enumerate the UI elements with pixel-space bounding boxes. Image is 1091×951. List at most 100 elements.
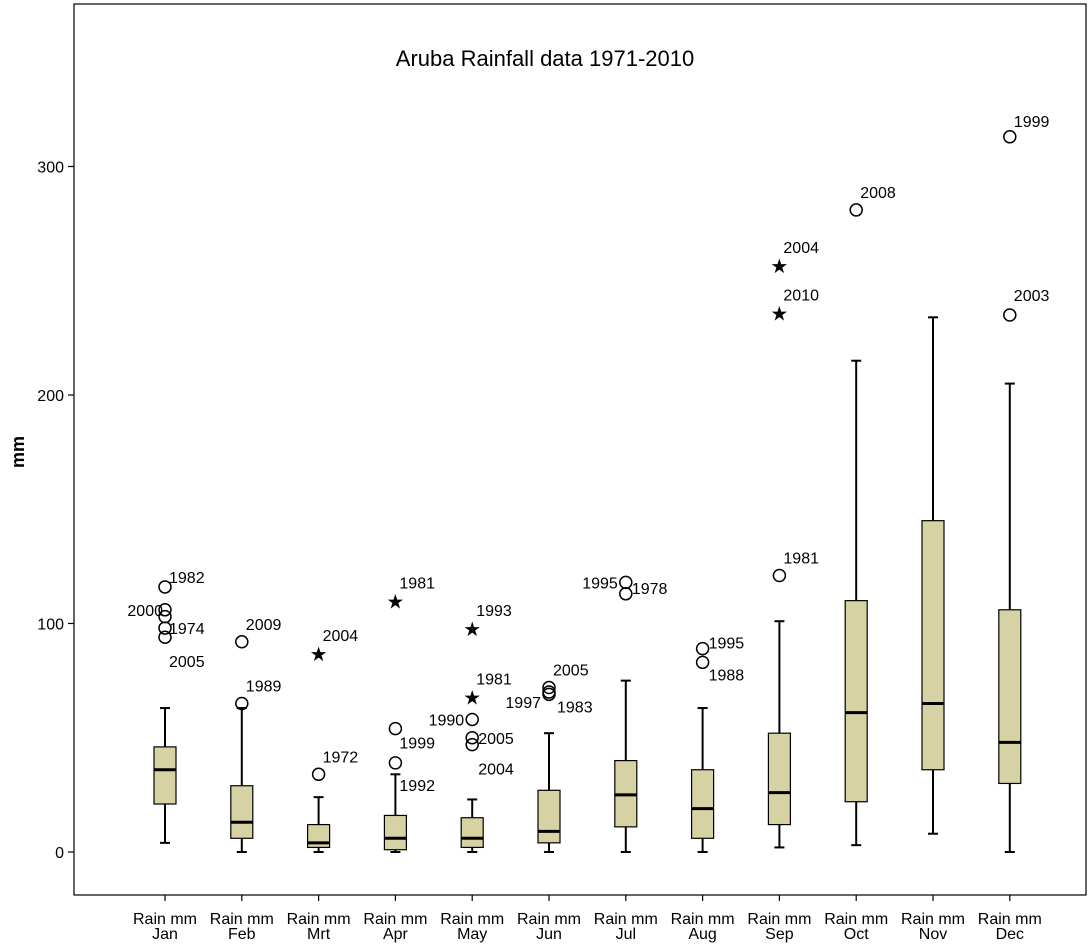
y-tick-label: 100 <box>37 617 64 634</box>
outlier-label: 2004 <box>783 240 819 257</box>
x-tick-label-line: Rain mm <box>594 911 658 928</box>
x-tick-label-line: Apr <box>383 926 409 943</box>
x-tick-label: Rain mm Dec <box>978 911 1042 943</box>
box-body <box>460 817 484 849</box>
outlier-label: 1983 <box>557 699 593 716</box>
x-tick-label: Rain mm Sep <box>747 911 811 943</box>
outlier-circle-marker <box>1003 308 1017 322</box>
outlier-label: 2003 <box>1014 288 1050 305</box>
outlier-label: 1974 <box>169 621 205 638</box>
outlier-label: 2004 <box>323 628 359 645</box>
box-jul: 1995 1978 <box>582 575 667 853</box>
extreme-star-marker: ★ <box>463 688 481 710</box>
outlier-label: 2008 <box>860 185 896 202</box>
x-tick-label: Rain mm Oct <box>824 911 888 943</box>
x-tick-label: Rain mm Apr <box>363 911 427 943</box>
box-dec: 1999 2003 <box>998 114 1050 853</box>
extreme-star-marker: ★ <box>770 256 788 278</box>
x-tick-label: Rain mm Mrt <box>287 911 351 943</box>
outlier-label: 1981 <box>783 551 819 568</box>
x-tick-label-line: Dec <box>996 926 1024 943</box>
x-tick-label-line: Rain mm <box>133 911 197 928</box>
x-tick-label: Rain mm Jan <box>133 911 197 943</box>
box-nov <box>921 316 945 835</box>
x-tick-label-line: Rain mm <box>978 911 1042 928</box>
box-body <box>537 789 561 844</box>
box-body <box>767 732 792 826</box>
box-mrt: ★2004 1972 <box>307 628 359 853</box>
x-tick-label-line: Nov <box>919 926 947 943</box>
outlier-circle-marker <box>311 767 326 782</box>
outlier-circle-marker <box>465 712 479 727</box>
x-tick-label: Rain mm Aug <box>671 911 735 943</box>
outlier-label: 2005 <box>553 662 589 679</box>
outlier-circle-marker <box>158 621 172 635</box>
outlier-circle-marker <box>388 721 403 736</box>
outlier-circle-marker <box>235 696 249 711</box>
outlier-label: 2000 <box>127 603 163 620</box>
x-tick-label: Rain mm Feb <box>210 911 274 943</box>
x-tick-label-line: Rain mm <box>363 911 427 928</box>
outlier-label: 1999 <box>399 736 435 753</box>
outlier-label: 1988 <box>709 667 745 684</box>
box-body <box>844 600 868 803</box>
outlier-label: 1995 <box>582 575 618 592</box>
outlier-circle-marker <box>388 756 403 770</box>
outlier-label: 2005 <box>169 654 205 671</box>
outlier-label: 2004 <box>478 762 514 779</box>
box-body <box>998 609 1022 785</box>
outlier-label: 2005 <box>478 731 514 748</box>
extreme-star-marker: ★ <box>310 644 328 666</box>
x-tick-label: Rain mm Nov <box>901 911 965 943</box>
outlier-circle-marker <box>158 630 172 644</box>
box-body <box>153 746 177 805</box>
box-jan: 1982 2000 1974 2005 <box>127 570 205 844</box>
x-tick-label: Rain mm Jun <box>517 911 581 943</box>
box-apr: ★1981 1999 1992 <box>383 576 435 853</box>
outlier-label: 1997 <box>505 695 541 712</box>
outlier-label: 1981 <box>399 576 435 593</box>
outlier-label: 1982 <box>169 570 205 587</box>
x-tick-label-line: Oct <box>844 926 869 943</box>
outlier-label: 1993 <box>476 603 512 620</box>
box-oct: 2008 <box>844 185 896 847</box>
box-body <box>921 520 945 771</box>
x-tick-label-line: Rain mm <box>901 911 965 928</box>
x-tick-label-line: Rain mm <box>287 911 351 928</box>
outlier-circle-marker <box>1003 130 1017 144</box>
box-body <box>230 785 254 839</box>
outlier-circle-marker <box>465 731 479 745</box>
box-jun: 2005 1997 1983 <box>505 662 593 853</box>
x-tick-label-line: Jun <box>536 926 562 943</box>
y-axis: 0 100 200 300 <box>37 160 74 862</box>
box-feb: 2009 1989 <box>230 617 282 853</box>
outlier-label: 2009 <box>246 617 282 634</box>
x-tick-label-line: Feb <box>228 926 256 943</box>
x-tick-label-line: Mrt <box>307 926 331 943</box>
x-tick-label-line: Rain mm <box>671 911 735 928</box>
x-tick-label-line: Rain mm <box>747 911 811 928</box>
outlier-label: 1989 <box>246 678 282 695</box>
outlier-circle-marker <box>619 587 633 601</box>
box-body <box>690 769 715 839</box>
outlier-label: 1972 <box>323 749 359 766</box>
x-tick-label-line: Rain mm <box>824 911 888 928</box>
outlier-circle-marker <box>235 635 249 649</box>
outlier-label: 1981 <box>476 672 512 689</box>
x-tick-label: Rain mm Jul <box>594 911 658 943</box>
x-tick-label-line: Rain mm <box>517 911 581 928</box>
box-aug: 1995 1988 <box>690 636 745 853</box>
x-tick-label-line: Jul <box>616 926 636 943</box>
outlier-label: 1992 <box>399 778 435 795</box>
outlier-label: 1990 <box>429 712 465 729</box>
outlier-circle-marker <box>465 737 479 752</box>
y-axis-label: mm <box>8 436 28 468</box>
outlier-circle-marker <box>542 680 556 695</box>
outlier-label: 2010 <box>783 288 819 305</box>
outlier-circle-marker <box>158 580 172 594</box>
x-tick-label: Rain mm May <box>440 911 504 943</box>
